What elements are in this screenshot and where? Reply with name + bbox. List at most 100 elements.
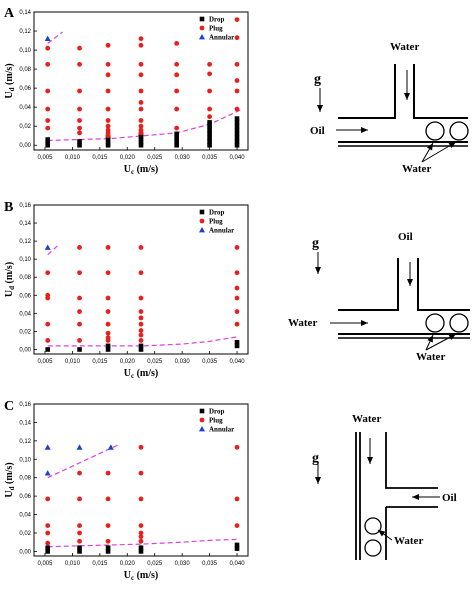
plug-point (77, 125, 82, 131)
plug-point (105, 123, 111, 129)
plug-point (138, 36, 144, 42)
drop-point (105, 137, 111, 142)
drop-point (234, 131, 240, 137)
plug-point (45, 496, 51, 502)
regime-boundary-line (47, 336, 238, 347)
bottom-label-c: Water (394, 535, 423, 547)
plot-panel-b: B 0,005 0,010 0,015 0,020 0,025 0,030 0,035 0,0… (4, 200, 249, 380)
x-tick-label: 0,010 (65, 359, 81, 365)
plug-point (234, 295, 240, 301)
plug-point (45, 270, 51, 276)
droplet-b-1 (425, 313, 445, 333)
drop-point (207, 120, 212, 125)
x-tick-label: 0,030 (175, 561, 191, 567)
plug-point (105, 245, 111, 250)
pointer-b-2 (425, 333, 457, 351)
plug-point (234, 35, 240, 41)
y-tick-label: 0,14 (19, 420, 31, 426)
plug-point (234, 78, 240, 83)
plug-point (138, 118, 144, 123)
y-tick-label: 0,10 (19, 257, 31, 263)
drop-point (174, 139, 179, 144)
y-tick-label: 0,04 (19, 105, 31, 111)
x-tick-label: 0,015 (92, 561, 108, 567)
annular-point (76, 444, 83, 450)
legend-label: Drop (209, 408, 225, 416)
y-tick-label: 0,02 (19, 329, 31, 335)
plug-point (77, 321, 82, 327)
drop-point (234, 135, 240, 140)
series-drop (45, 339, 240, 352)
plug-point (77, 470, 82, 476)
plug-point (138, 523, 144, 528)
y-tick-label: 0,10 (19, 48, 31, 54)
plug-point (45, 530, 51, 536)
legend-marker (199, 16, 205, 22)
plug-point (174, 125, 180, 131)
y-tick-label: 0,02 (19, 531, 31, 537)
plug-point (174, 106, 180, 112)
drop-point (234, 120, 240, 125)
plot-panel-c: C 0,005 0,010 0,015 0,020 0,025 0,030 0,035 0,0… (4, 399, 249, 582)
legend-label: Drop (209, 16, 225, 24)
plug-point (77, 338, 82, 343)
plug-point (138, 127, 144, 133)
plug-point (45, 118, 51, 123)
drop-point (138, 347, 144, 352)
drop-point (234, 339, 240, 345)
plug-point (77, 130, 82, 136)
x-tick-label: 0,020 (120, 155, 136, 161)
x-axis-label: Uc (m/s) (124, 570, 159, 582)
x-tick-label: 0,010 (65, 155, 81, 161)
series-plug (45, 245, 240, 343)
pointer-a-2 (421, 141, 457, 163)
y-tick-label: 0,02 (19, 124, 31, 130)
x-tick-label: 0,015 (92, 359, 108, 365)
side-label-b: Water (288, 317, 317, 329)
drop-point (234, 343, 240, 349)
regime-boundary-line (47, 443, 120, 479)
diagram-panel-b: g Oil Water Water (288, 231, 470, 363)
plug-point (105, 61, 111, 67)
y-tick-label: 0,14 (19, 10, 31, 16)
legend-marker (199, 426, 205, 432)
y-tick-label: 0,04 (19, 311, 31, 317)
x-tick-label: 0,020 (120, 561, 136, 567)
series-drop (45, 542, 240, 554)
x-tick-label: 0,035 (202, 561, 218, 567)
y-axis-label: Ud (m/s) (4, 462, 16, 497)
y-tick-label: 0,00 (19, 347, 31, 353)
x-axis-label: Uc (m/s) (124, 164, 159, 176)
channel-wall-a (338, 64, 468, 143)
plug-point (105, 470, 111, 476)
plug-point (174, 72, 180, 78)
y-tick-label: 0,06 (19, 86, 31, 92)
plug-point (174, 41, 180, 46)
y-tick-label: 0,08 (19, 67, 31, 73)
drop-point (45, 347, 51, 352)
bottom-label-a: Water (402, 163, 431, 175)
y-axis-label: Ud (m/s) (4, 63, 16, 98)
plug-point (138, 496, 144, 502)
plug-point (138, 245, 144, 250)
plug-point (105, 72, 111, 78)
drop-point (174, 135, 179, 140)
drop-point (77, 347, 82, 352)
plug-point (105, 295, 111, 301)
bottom-label-b: Water (416, 351, 445, 363)
drop-point (234, 116, 240, 121)
series-plug (45, 17, 240, 139)
panel-label-c: C (4, 399, 14, 414)
plug-point (207, 106, 212, 112)
plug-point (45, 45, 51, 51)
side-label-a: Oil (310, 125, 325, 137)
drop-point (234, 123, 240, 129)
plug-point (207, 61, 212, 67)
top-label-b: Oil (398, 231, 413, 243)
plug-point (138, 270, 144, 276)
diagram-panel-a: g Water Oil Water (310, 41, 469, 175)
plug-point (138, 88, 144, 94)
drop-point (138, 545, 144, 551)
x-tick-label: 0,025 (147, 155, 163, 161)
plug-point (138, 61, 144, 67)
